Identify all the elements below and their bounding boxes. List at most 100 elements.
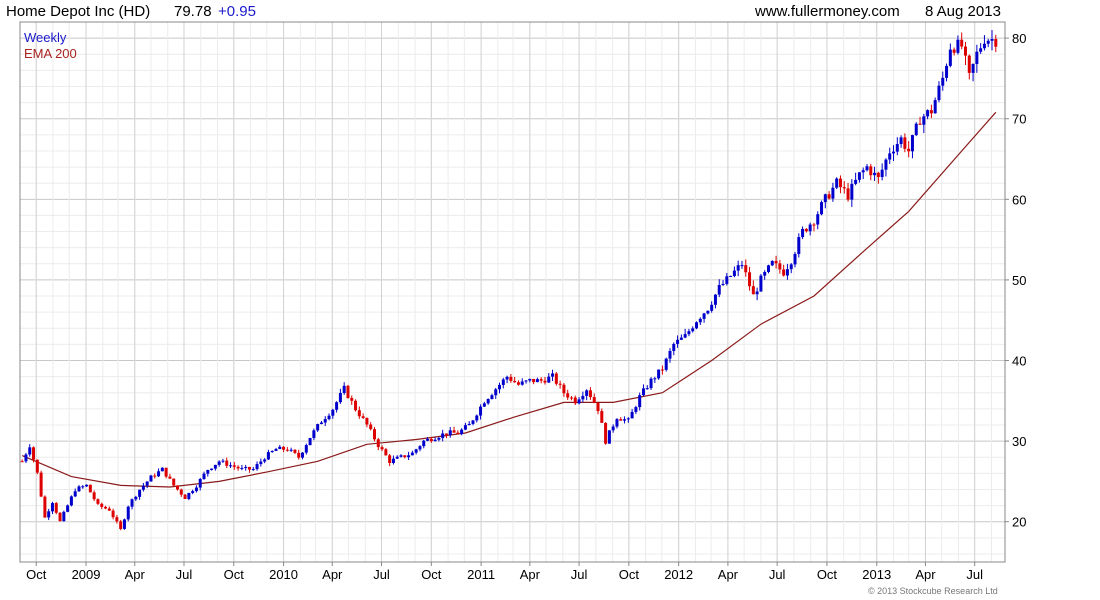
candle-body — [448, 430, 452, 435]
candle-up — [710, 301, 714, 313]
candle-up — [308, 437, 312, 446]
candle-up — [649, 377, 653, 390]
candle-body — [842, 187, 846, 189]
candle-up — [785, 263, 789, 280]
candle-up — [255, 461, 259, 471]
candle-up — [304, 443, 308, 455]
candle-up — [240, 464, 244, 471]
candle-body — [187, 492, 191, 500]
candle-body — [520, 381, 524, 385]
candle-body — [782, 269, 786, 276]
candle-body — [831, 187, 835, 199]
candle-down — [838, 175, 842, 194]
candle-down — [164, 467, 168, 479]
candle-body — [619, 419, 623, 421]
candle-up — [683, 328, 687, 339]
chart-price-change: +0.95 — [218, 3, 256, 20]
chart-symbol: Home Depot Inc (HD) — [6, 3, 150, 20]
candle-body — [687, 331, 691, 335]
candle-up — [319, 420, 323, 425]
candle-up — [933, 97, 937, 114]
candle-body — [293, 449, 297, 453]
candle-body — [414, 449, 418, 453]
candle-up — [766, 264, 770, 274]
candle-body — [634, 407, 638, 412]
candle-body — [884, 159, 888, 170]
candle-up — [615, 418, 619, 429]
candle-down — [247, 466, 251, 473]
candle-body — [232, 465, 236, 467]
candle-body — [638, 395, 642, 408]
candle-body — [175, 485, 179, 490]
candle-body — [664, 358, 668, 370]
candle-up — [266, 449, 270, 460]
candle-body — [850, 183, 854, 200]
candle-body — [766, 265, 770, 272]
candle-body — [801, 228, 805, 238]
candle-up — [797, 233, 801, 258]
candle-body — [604, 422, 608, 444]
candle-up — [793, 251, 797, 268]
candle-down — [380, 445, 384, 452]
candle-body — [975, 51, 979, 64]
chart-source: www.fullermoney.com — [754, 3, 900, 20]
candle-body — [918, 123, 922, 125]
candle-up — [206, 469, 210, 477]
candle-body — [217, 461, 221, 465]
candle-body — [342, 385, 346, 393]
candle-body — [88, 484, 92, 493]
candle-down — [566, 389, 570, 401]
candle-body — [251, 469, 255, 471]
candle-up — [672, 342, 676, 356]
candle-up — [676, 335, 680, 348]
candle-body — [778, 263, 782, 270]
ema-200-series — [21, 111, 997, 488]
candle-body — [585, 390, 589, 396]
candle-body — [85, 484, 89, 487]
candle-body — [569, 397, 573, 399]
legend-timeframe: Weekly — [24, 30, 67, 45]
candle-body — [259, 461, 263, 465]
candle-body — [444, 433, 448, 435]
candle-up — [854, 172, 858, 186]
candle-body — [403, 455, 407, 458]
x-tick-label: Oct — [619, 567, 640, 582]
candle-up — [801, 226, 805, 240]
candle-up — [498, 382, 502, 394]
candle-body — [914, 123, 918, 136]
candle-body — [418, 446, 422, 450]
candle-body — [857, 172, 861, 180]
candle-up — [892, 145, 896, 162]
candle-body — [513, 380, 517, 383]
candle-body — [274, 449, 278, 451]
candle-up — [630, 408, 634, 419]
candle-body — [498, 384, 502, 390]
candle-up — [149, 474, 153, 482]
candle-down — [107, 506, 111, 511]
candle-body — [702, 313, 706, 319]
legend-ema-200: EMA 200 — [24, 46, 77, 61]
candle-up — [342, 382, 346, 395]
candle-up — [437, 436, 441, 442]
candle-body — [475, 415, 479, 421]
candle-up — [335, 401, 339, 413]
candle-body — [820, 202, 824, 215]
candle-up — [270, 450, 274, 453]
candle-body — [433, 439, 437, 442]
candle-body — [426, 438, 430, 441]
candle-up — [81, 485, 85, 489]
candle-body — [28, 447, 32, 455]
candle-up — [763, 270, 767, 280]
candle-up — [982, 35, 986, 51]
candle-body — [990, 39, 994, 41]
candle-body — [725, 276, 729, 284]
candle-down — [168, 473, 172, 480]
candle-up — [501, 377, 505, 389]
candle-up — [899, 135, 903, 148]
candle-up — [547, 373, 551, 383]
candle-down — [660, 365, 664, 375]
candle-body — [463, 425, 467, 430]
candle-body — [732, 270, 736, 277]
candle-body — [236, 466, 240, 469]
candle-body — [316, 424, 320, 431]
